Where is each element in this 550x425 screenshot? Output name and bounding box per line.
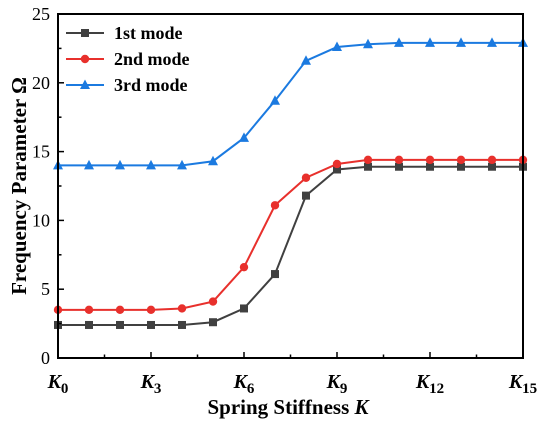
data-point <box>456 155 466 165</box>
x-tick-label: K9 <box>326 371 348 397</box>
data-point <box>363 38 373 49</box>
data-point <box>115 305 125 315</box>
data-point <box>394 155 404 165</box>
x-tick-label: K12 <box>415 371 444 397</box>
data-point <box>208 297 218 306</box>
data-point <box>84 159 94 170</box>
data-point <box>488 162 496 171</box>
data-point <box>394 37 404 47</box>
y-tick-label: 15 <box>32 142 50 162</box>
series-line <box>58 165 523 326</box>
series-1 <box>54 162 527 329</box>
data-point <box>178 320 186 329</box>
data-point <box>85 320 93 329</box>
data-point <box>364 162 372 171</box>
legend-label: 3rd mode <box>114 75 188 95</box>
data-point <box>301 55 311 65</box>
series-line <box>58 158 523 311</box>
legend-label: 2nd mode <box>114 49 190 69</box>
data-point <box>239 262 249 272</box>
data-point <box>147 320 155 329</box>
data-point <box>209 318 217 327</box>
y-tick-label: 25 <box>32 4 50 24</box>
data-point <box>333 165 341 174</box>
legend: 1st mode 2nd mode 3rd mode <box>66 23 190 95</box>
data-point <box>457 162 465 171</box>
data-point <box>302 191 310 200</box>
data-point <box>116 320 124 329</box>
data-point <box>487 37 497 47</box>
y-tick-label: 0 <box>41 348 50 368</box>
series-2 <box>53 155 528 315</box>
y-tick-label: 10 <box>32 210 50 230</box>
data-point <box>395 162 403 171</box>
data-point <box>487 155 497 165</box>
legend-marker <box>80 79 90 89</box>
data-point <box>115 159 125 170</box>
x-axis-title: Spring Stiffness K <box>207 395 370 419</box>
data-point <box>208 155 218 166</box>
data-point <box>425 37 435 47</box>
data-point <box>270 95 280 105</box>
axis-labels: Spring Stiffness K Frequency Parameter Ω <box>7 77 371 419</box>
data-point <box>426 162 434 171</box>
data-point <box>301 173 311 182</box>
x-tick-label: K15 <box>508 371 537 397</box>
data-point <box>177 159 187 170</box>
data-point <box>84 305 94 315</box>
data-point <box>239 132 249 142</box>
x-tick-label: K6 <box>233 371 255 397</box>
legend-marker <box>80 54 90 64</box>
legend-marker <box>81 29 89 37</box>
series-3 <box>53 37 528 170</box>
data-point <box>332 41 342 52</box>
data-point <box>332 159 342 169</box>
data-point <box>456 37 466 47</box>
data-point <box>270 201 280 210</box>
x-tick-label: K3 <box>140 371 162 397</box>
data-point <box>271 270 279 279</box>
data-point <box>177 304 187 313</box>
data-point <box>363 155 373 165</box>
data-point <box>240 304 248 313</box>
data-point <box>146 159 156 170</box>
data-point <box>425 155 435 165</box>
y-axis-title: Frequency Parameter Ω <box>7 77 31 295</box>
data-point <box>146 305 156 315</box>
y-tick-label: 20 <box>32 73 50 93</box>
series-layer <box>53 37 528 329</box>
series-line <box>58 41 523 167</box>
legend-label: 1st mode <box>114 23 183 43</box>
x-tick-label: K0 <box>47 371 69 397</box>
axes: 0 5 10 15 20 25 K0 K3 K6 K9 K12 K15 <box>32 4 537 397</box>
y-tick-label: 5 <box>41 279 50 299</box>
